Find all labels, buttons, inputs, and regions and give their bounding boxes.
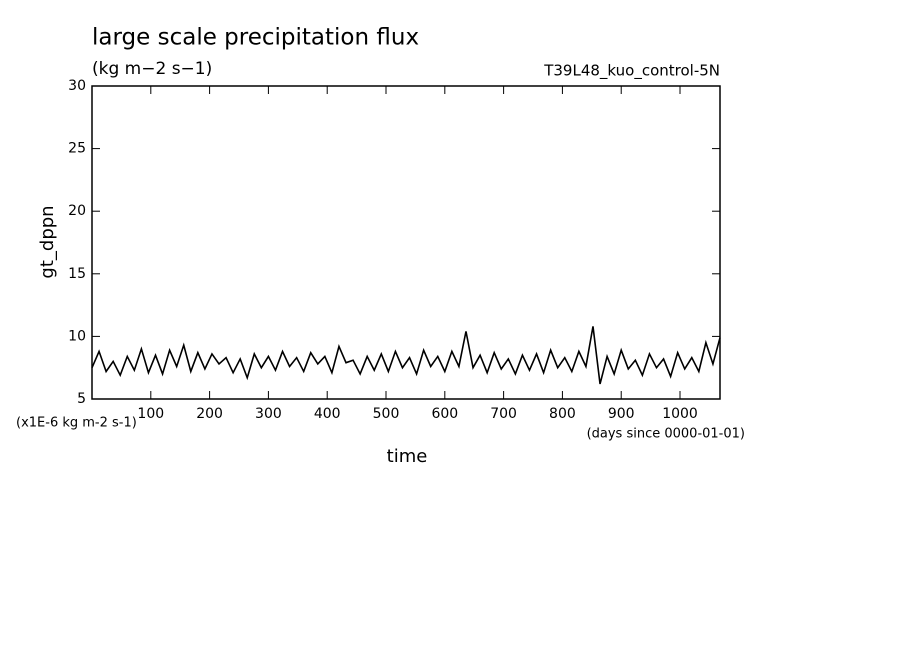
x-tick-label: 900 <box>608 406 635 422</box>
x-tick-label: 100 <box>137 406 164 422</box>
x-tick-label: 600 <box>431 406 458 422</box>
y-axis-label: gt_dppn <box>37 205 58 278</box>
x-tick-label: 400 <box>314 406 341 422</box>
x-axis-label: time <box>387 446 428 467</box>
chart-subtitle: (kg m−2 s−1) <box>92 59 212 79</box>
x-tick-label: 300 <box>255 406 282 422</box>
run-label: T39L48_kuo_control-5N <box>543 62 720 81</box>
y-tick-label: 10 <box>68 328 86 344</box>
x-tick-label: 200 <box>196 406 223 422</box>
data-line <box>91 326 721 385</box>
y-tick-label: 15 <box>68 266 86 282</box>
x-tick-label: 700 <box>490 406 517 422</box>
x-unit-note: (days since 0000-01-01) <box>587 427 745 442</box>
y-tick-label: 30 <box>68 78 86 94</box>
y-tick-label: 25 <box>68 141 86 157</box>
x-tick-label: 500 <box>373 406 400 422</box>
y-tick-label: 5 <box>77 391 86 407</box>
y-unit-note: (x1E-6 kg m-2 s-1) <box>16 416 137 431</box>
y-tick-label: 20 <box>68 203 86 219</box>
chart-title: large scale precipitation flux <box>92 25 419 51</box>
x-tick-label: 800 <box>549 406 576 422</box>
x-tick-label: 1000 <box>662 406 698 422</box>
plot-frame <box>91 85 721 400</box>
